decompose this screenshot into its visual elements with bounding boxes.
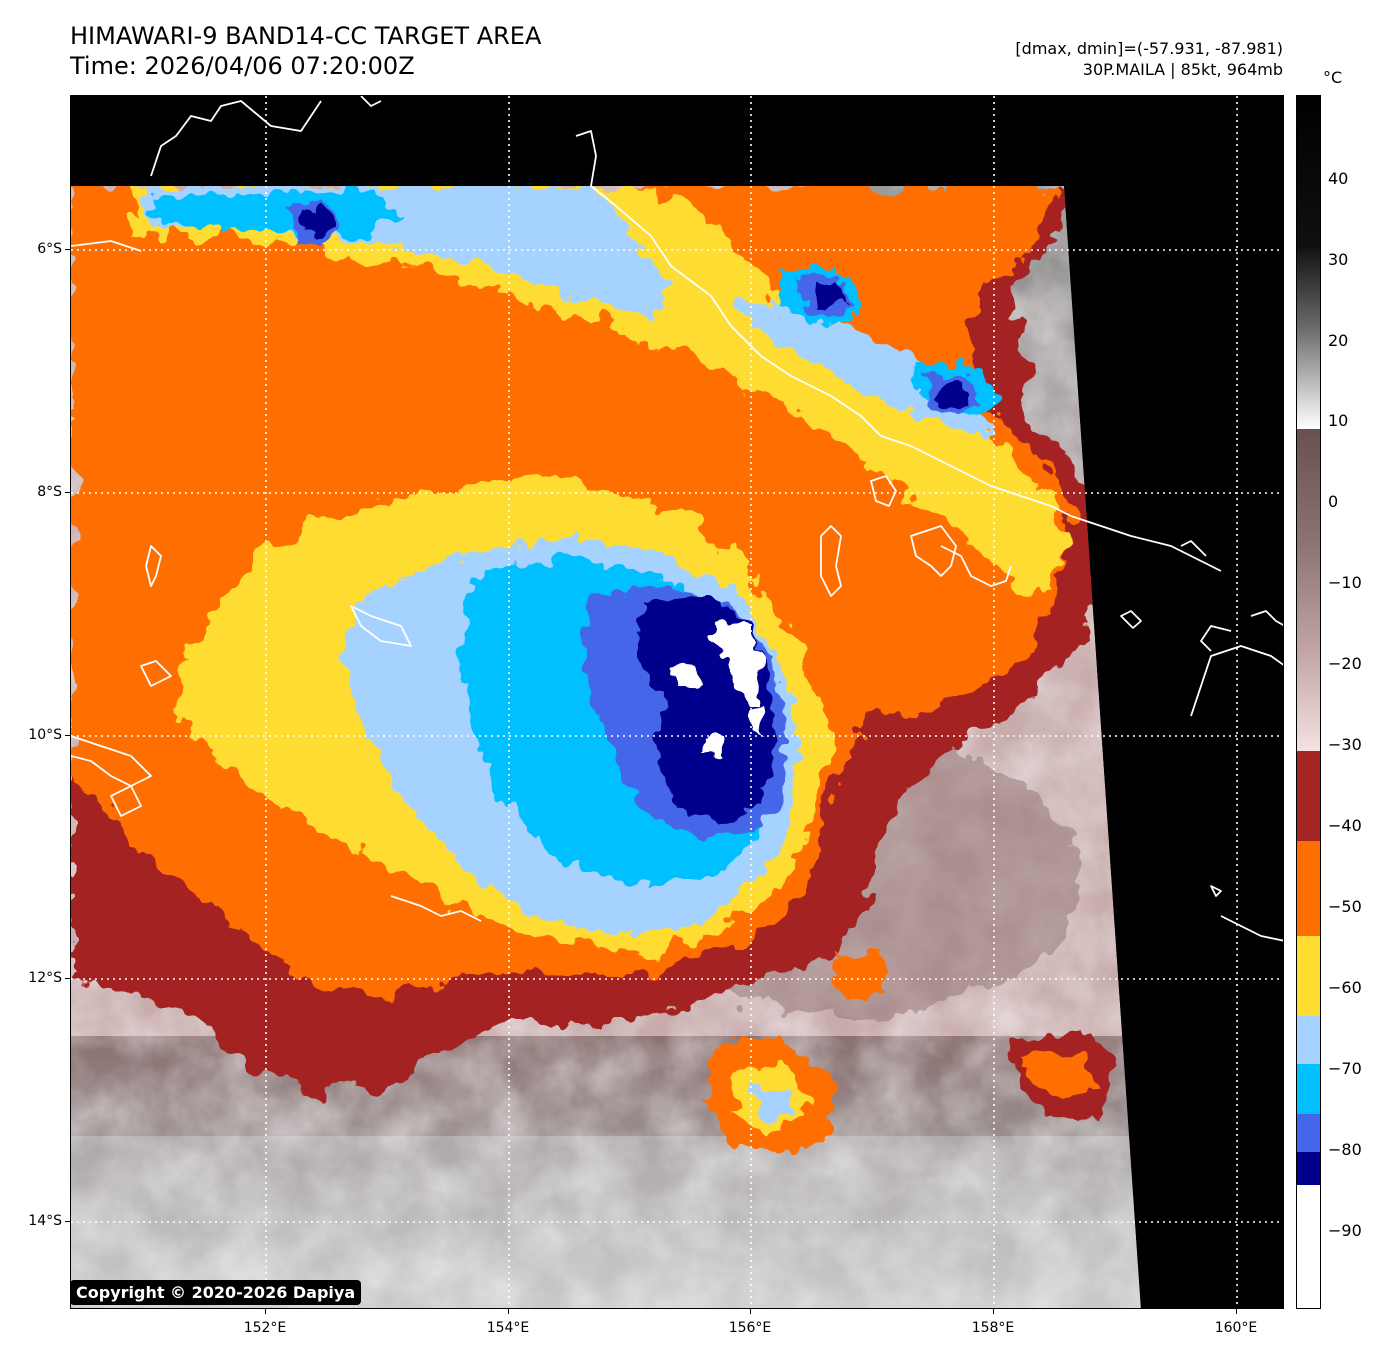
- lat-label: 6°S: [37, 241, 62, 257]
- lat-tick: [65, 735, 70, 736]
- lon-label: 160°E: [1214, 1320, 1258, 1336]
- satellite-imagery: [71, 96, 1283, 1308]
- lon-tick: [750, 1309, 751, 1314]
- lon-label: 152°E: [243, 1320, 287, 1336]
- chart-time: Time: 2026/04/06 07:20:00Z: [70, 52, 415, 80]
- colorbar: [1296, 95, 1321, 1309]
- colorbar-tick-label: 20: [1328, 331, 1349, 350]
- lon-tick: [265, 1309, 266, 1314]
- colorbar-tick-label: −10: [1328, 573, 1362, 592]
- data-range-label: [dmax, dmin]=(-57.931, -87.981): [1015, 39, 1283, 58]
- colorbar-tick-label: −90: [1328, 1221, 1362, 1240]
- lat-tick: [65, 1221, 70, 1222]
- lon-tick: [993, 1309, 994, 1314]
- lat-label: 8°S: [37, 484, 62, 500]
- colorbar-scale: [1297, 96, 1320, 1308]
- colorbar-tick-label: −50: [1328, 897, 1362, 916]
- satellite-image-panel: [70, 95, 1284, 1309]
- colorbar-tick-label: 0: [1328, 492, 1339, 511]
- lat-tick: [65, 978, 70, 979]
- lat-tick: [65, 249, 70, 250]
- colorbar-tick-label: 10: [1328, 411, 1349, 430]
- colorbar-tick-label: −30: [1328, 735, 1362, 754]
- chart-title: HIMAWARI-9 BAND14-CC TARGET AREA: [70, 22, 542, 50]
- colorbar-tick-label: −70: [1328, 1059, 1362, 1078]
- colorbar-tick-label: 30: [1328, 250, 1349, 269]
- lon-label: 158°E: [971, 1320, 1015, 1336]
- lat-tick: [65, 492, 70, 493]
- colorbar-tick-label: 40: [1328, 169, 1349, 188]
- lon-label: 156°E: [728, 1320, 772, 1336]
- colorbar-tick-label: −40: [1328, 816, 1362, 835]
- colorbar-unit: °C: [1323, 68, 1343, 87]
- lon-tick: [508, 1309, 509, 1314]
- lon-tick: [1236, 1309, 1237, 1314]
- copyright-badge: Copyright © 2020-2026 Dapiya: [70, 1280, 362, 1305]
- lat-label: 12°S: [28, 970, 62, 986]
- colorbar-tick-label: −20: [1328, 654, 1362, 673]
- lat-label: 10°S: [28, 727, 62, 743]
- lon-label: 154°E: [486, 1320, 530, 1336]
- colorbar-tick-label: −80: [1328, 1140, 1362, 1159]
- storm-info-label: 30P.MAILA | 85kt, 964mb: [1082, 60, 1283, 79]
- lat-label: 14°S: [28, 1213, 62, 1229]
- colorbar-tick-label: −60: [1328, 978, 1362, 997]
